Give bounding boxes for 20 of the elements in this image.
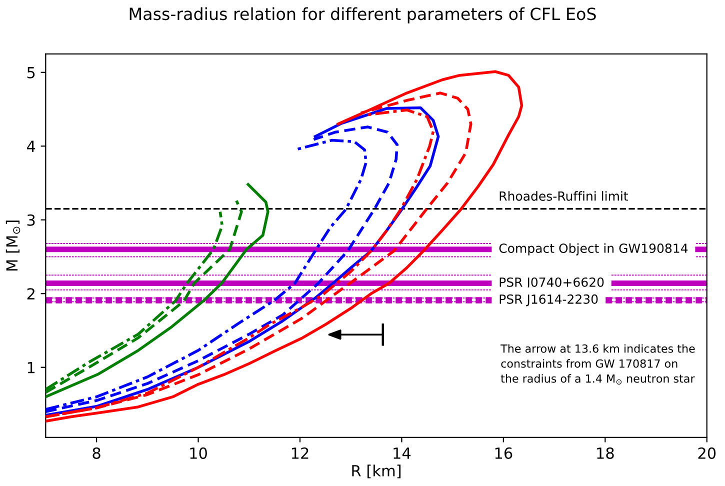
y-tick-label: 2 xyxy=(27,288,34,300)
ref-line-label: Compact Object in GW190814 xyxy=(499,243,688,256)
x-tick-label: 12 xyxy=(292,447,308,459)
annotation: The arrow at 13.6 km indicates the constraints from GW 170817 on the radius of a 1.4 M$_{⊙}$ neutron star xyxy=(500,344,695,385)
chart-title: Mass-radius relation for different parameters of CFL EoS xyxy=(130,7,596,24)
x-axis-title: R [km] xyxy=(352,464,401,478)
y-axis-title: M [M$_{⊙}$] xyxy=(6,220,20,271)
x-tick-label: 20 xyxy=(698,447,716,459)
y-tick-label: 1 xyxy=(28,362,35,374)
x-tick-label: 8 xyxy=(92,447,100,459)
y-tick-label: 4 xyxy=(26,140,36,152)
y-tick-label: 5 xyxy=(27,67,35,78)
ref-line-label: PSR J1614-2230 xyxy=(500,294,598,306)
y-tick-label: 3 xyxy=(27,214,35,226)
ref-line-label: PSR J0740+6620 xyxy=(500,277,604,290)
x-tick-label: 16 xyxy=(495,447,512,459)
x-tick-label: 14 xyxy=(394,448,411,459)
x-tick-label: 18 xyxy=(597,447,614,459)
ref-line-label: Rhoades-Ruffini limit xyxy=(500,191,628,201)
x-tick-label: 10 xyxy=(190,447,207,459)
